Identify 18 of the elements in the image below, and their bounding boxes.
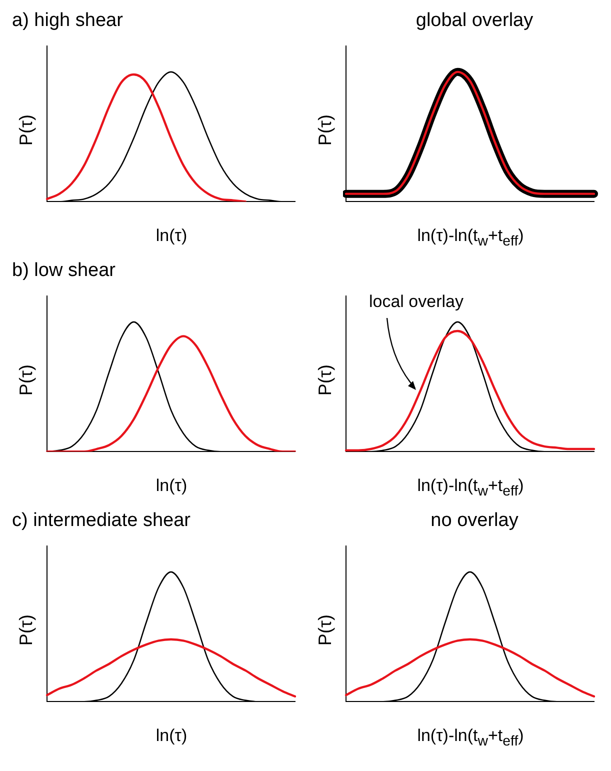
chart-title: c) intermediate shear [12, 510, 192, 532]
x-axis-title: ln(τ)-ln(t$_{w}$+t$_{eff}$) [416, 476, 525, 500]
chart-title: global overlay [414, 10, 534, 32]
chart-title: no overlay [430, 510, 520, 532]
y-axis-title: P(τ) [315, 113, 336, 148]
x-axis-title: ln(τ) [154, 226, 188, 246]
x-axis-title: ln(τ)-ln(t$_{w}$+t$_{eff}$) [416, 226, 525, 250]
y-axis-title: P(τ) [315, 613, 336, 648]
chart-title: a) high shear [12, 10, 124, 32]
y-axis-title: P(τ) [16, 363, 37, 398]
y-axis-title: P(τ) [16, 613, 37, 648]
chart-title: b) low shear [12, 260, 116, 282]
y-axis-title: P(τ) [16, 113, 37, 148]
y-axis-title: P(τ) [315, 363, 336, 398]
text: local overlay [369, 292, 464, 312]
x-axis-title: ln(τ)-ln(t$_{w}$+t$_{eff}$) [416, 726, 525, 750]
x-axis-title: ln(τ) [154, 476, 188, 496]
x-axis-title: ln(τ) [154, 726, 188, 746]
